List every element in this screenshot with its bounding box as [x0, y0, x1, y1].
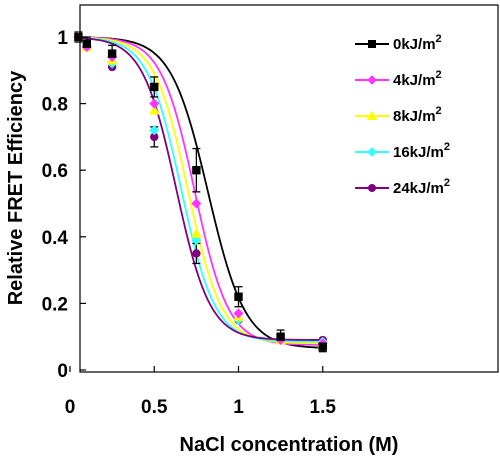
legend-label-text: 4kJ/m: [393, 72, 436, 89]
data-point-square: [150, 82, 159, 92]
legend-label-text: 8kJ/m: [393, 108, 436, 125]
data-point-diamond: [367, 75, 377, 85]
data-point-square: [276, 332, 285, 341]
legend-label-superscript: 2: [436, 105, 442, 117]
data-point-diamond: [149, 98, 160, 109]
data-point-circle: [367, 183, 376, 192]
data-point-circle: [192, 249, 201, 258]
x-tick-label: 1.5: [310, 397, 337, 418]
data-point-diamond: [191, 235, 202, 246]
x-axis-ticks: 0 0.5 1 1.5: [65, 366, 337, 418]
data-point-diamond: [367, 147, 377, 157]
data-point-diamond: [191, 198, 202, 209]
y-axis-label: Relative FRET Efficiency: [5, 70, 27, 305]
y-axis-ticks: 0 0.2 0.4 0.6 0.8 1: [42, 28, 86, 382]
data-points: [73, 31, 329, 351]
y-tick-label: 0: [57, 361, 68, 382]
data-point-triangle: [191, 227, 202, 238]
plot-frame: [79, 4, 499, 373]
data-point-diamond: [233, 308, 244, 319]
legend-label: 0kJ/m2: [393, 33, 442, 53]
legend-label-superscript: 2: [436, 69, 442, 81]
data-point-triangle: [148, 104, 160, 115]
data-point-triangle: [366, 110, 378, 120]
legend-label: 8kJ/m2: [393, 105, 442, 125]
y-tick-label: 0.4: [42, 228, 69, 249]
legend-label: 24kJ/m2: [393, 177, 450, 197]
y-tick-label: 1: [57, 28, 68, 49]
data-point-square: [192, 165, 201, 175]
data-point-square: [318, 342, 327, 351]
data-point-diamond: [149, 125, 160, 136]
x-tick-label: 1: [233, 397, 244, 418]
data-point-square: [107, 49, 117, 58]
legend-label-superscript: 2: [444, 141, 450, 153]
data-point-square: [234, 292, 243, 301]
y-tick-label: 0.6: [42, 161, 68, 182]
legend-label-text: 0kJ/m: [393, 36, 436, 53]
y-tick-label: 0.8: [42, 95, 68, 116]
data-point-square: [367, 40, 376, 49]
legend-label-superscript: 2: [444, 177, 450, 189]
legend-label-superscript: 2: [436, 33, 442, 45]
x-tick-label: 0: [65, 397, 76, 418]
legend-label: 4kJ/m2: [393, 69, 442, 89]
x-tick-label: 0.5: [141, 397, 168, 418]
legend-label-text: 16kJ/m: [393, 144, 444, 161]
data-point-square: [82, 39, 92, 48]
y-tick-label: 0.2: [42, 294, 68, 315]
x-axis-label: NaCl concentration (M): [180, 434, 399, 456]
legend-label-text: 24kJ/m: [393, 180, 444, 197]
legend-label: 16kJ/m2: [393, 141, 450, 161]
